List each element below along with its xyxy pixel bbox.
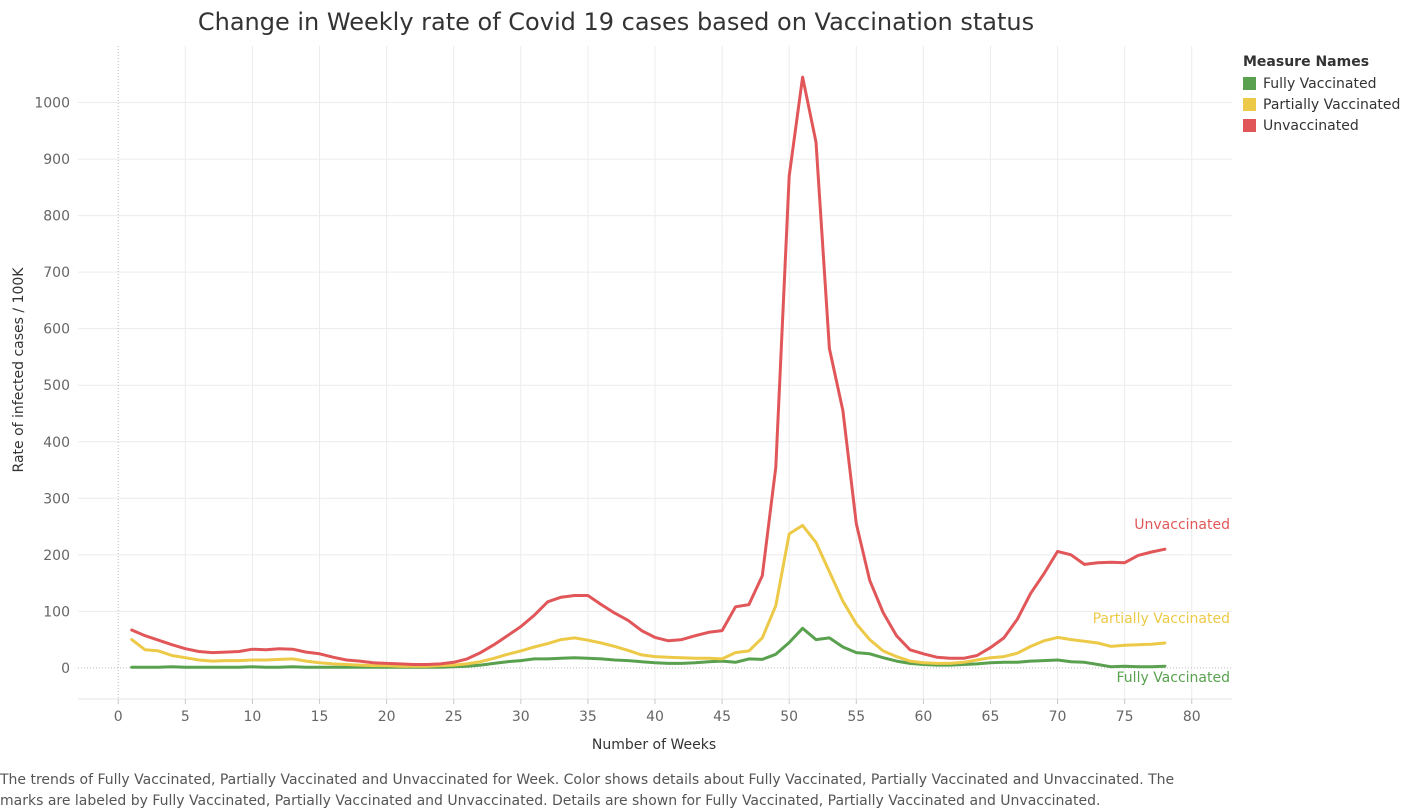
legend-swatch-unvaccinated xyxy=(1243,119,1256,132)
end-label-fully-vaccinated: Fully Vaccinated xyxy=(1117,670,1230,686)
x-tick-label: 20 xyxy=(378,709,396,725)
x-tick-label: 45 xyxy=(713,709,731,725)
y-axis-ticks: 0 100 200 300 400 500 600 700 800 900 1000 xyxy=(34,96,70,677)
y-tick-label: 200 xyxy=(43,548,70,564)
y-axis-title: Rate of infected cases / 100K xyxy=(11,267,27,473)
x-axis-title: Number of Weeks xyxy=(592,737,716,753)
y-tick-label: 1000 xyxy=(34,96,70,112)
legend-swatch-partially-vaccinated xyxy=(1243,98,1256,111)
series-line-unvaccinated[interactable] xyxy=(130,75,1167,666)
x-tick-label: 15 xyxy=(311,709,329,725)
x-tick-label: 75 xyxy=(1116,709,1134,725)
x-tick-label: 25 xyxy=(445,709,463,725)
y-tick-label: 300 xyxy=(43,491,70,507)
legend-item-fully-vaccinated[interactable]: Fully Vaccinated xyxy=(1243,73,1400,94)
series-end-labels: Fully Vaccinated Partially Vaccinated Unva… xyxy=(1093,517,1230,686)
x-tick-label: 5 xyxy=(181,709,190,725)
x-tick-label: 80 xyxy=(1183,709,1201,725)
x-tick-label: 50 xyxy=(780,709,798,725)
y-tick-label: 0 xyxy=(61,661,70,677)
chart-title: Change in Weekly rate of Covid 19 cases … xyxy=(197,8,1035,36)
x-tick-label: 30 xyxy=(512,709,530,725)
x-tick-label: 35 xyxy=(579,709,597,725)
gridlines xyxy=(78,46,1232,699)
legend-label-fully-vaccinated: Fully Vaccinated xyxy=(1263,75,1377,92)
x-tick-label: 60 xyxy=(914,709,932,725)
legend-label-unvaccinated: Unvaccinated xyxy=(1263,117,1359,134)
series-line-partially-vaccinated[interactable] xyxy=(130,523,1167,668)
legend: Measure Names Fully Vaccinated Partially… xyxy=(1243,54,1400,136)
y-tick-label: 500 xyxy=(43,378,70,394)
y-tick-label: 400 xyxy=(43,435,70,451)
y-tick-label: 800 xyxy=(43,209,70,225)
x-tick-label: 55 xyxy=(847,709,865,725)
legend-label-partially-vaccinated: Partially Vaccinated xyxy=(1263,96,1401,113)
legend-item-unvaccinated[interactable]: Unvaccinated xyxy=(1243,115,1400,136)
x-tick-label: 0 xyxy=(114,709,123,725)
series-line-fully-vaccinated[interactable] xyxy=(130,626,1167,669)
x-tick-label: 70 xyxy=(1049,709,1067,725)
legend-item-partially-vaccinated[interactable]: Partially Vaccinated xyxy=(1243,94,1400,115)
x-axis-ticks: 0 5 10 15 20 25 30 35 40 45 50 55 60 65 70 75 80 xyxy=(114,699,1201,725)
y-tick-label: 700 xyxy=(43,265,70,281)
legend-swatch-fully-vaccinated xyxy=(1243,77,1256,90)
legend-title: Measure Names xyxy=(1243,54,1370,70)
y-tick-label: 900 xyxy=(43,152,70,168)
y-tick-label: 100 xyxy=(43,604,70,620)
x-tick-label: 10 xyxy=(244,709,262,725)
line-chart: Fully Vaccinated Partially Vaccinated Unva… xyxy=(11,46,1232,753)
chart-caption: The trends of Fully Vaccinated, Partiall… xyxy=(0,772,1175,809)
series-lines xyxy=(130,75,1167,669)
x-tick-label: 65 xyxy=(982,709,1000,725)
end-label-unvaccinated: Unvaccinated xyxy=(1134,517,1230,533)
y-tick-label: 600 xyxy=(43,322,70,338)
x-tick-label: 40 xyxy=(646,709,664,725)
end-label-partially-vaccinated: Partially Vaccinated xyxy=(1093,611,1230,627)
